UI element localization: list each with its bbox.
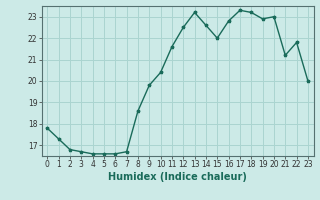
X-axis label: Humidex (Indice chaleur): Humidex (Indice chaleur)	[108, 172, 247, 182]
